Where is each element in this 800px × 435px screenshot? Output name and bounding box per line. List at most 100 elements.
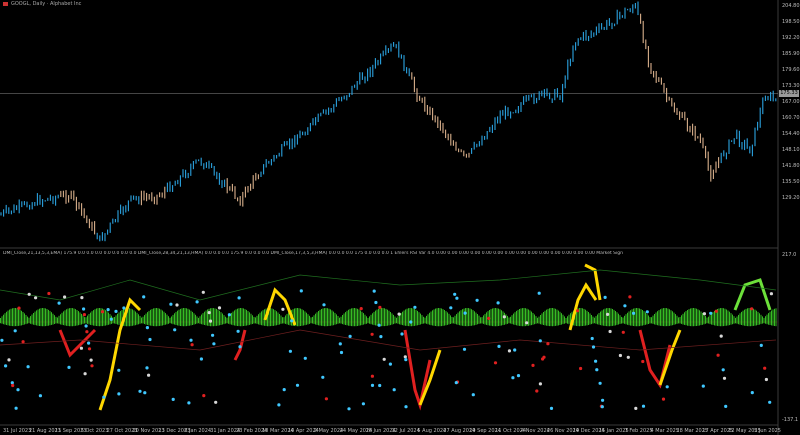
histogram-bar [570, 313, 571, 325]
histogram-bar [535, 316, 537, 324]
histogram-bar [538, 316, 540, 324]
histogram-bar [594, 317, 595, 324]
histogram-bar [513, 313, 514, 325]
signal-dot [759, 343, 763, 347]
histogram-bar [583, 308, 585, 326]
signal-dot [84, 324, 88, 328]
signal-dot [370, 383, 375, 387]
histogram-bar [132, 309, 133, 326]
histogram-bar [619, 315, 621, 324]
histogram-bar [97, 308, 99, 327]
histogram-bar [592, 316, 594, 324]
histogram-bar [661, 308, 663, 326]
signal-dot [719, 334, 723, 338]
histogram-bar [69, 308, 70, 327]
histogram-bar [474, 311, 475, 326]
signal-dot [507, 349, 511, 353]
histogram-bar [645, 312, 646, 325]
histogram-bar [63, 311, 64, 326]
time-label: 23 Feb 2024 [236, 428, 267, 434]
histogram-bar [747, 308, 748, 327]
histogram-bar [240, 308, 241, 327]
price-label: 148.10 [782, 147, 800, 153]
signal-dot [277, 403, 281, 407]
signal-dot [709, 311, 713, 315]
histogram-bar [637, 308, 639, 327]
signal-dot [370, 332, 374, 336]
histogram-bar [403, 310, 405, 326]
histogram-bar [492, 308, 493, 327]
signal-dot [339, 350, 344, 355]
signal-dot [147, 373, 151, 377]
histogram-bar [135, 311, 136, 326]
histogram-bar [763, 317, 765, 324]
signal-dot [502, 315, 506, 319]
histogram-bar [772, 309, 774, 326]
histogram-bar [4, 313, 6, 325]
histogram-bar [360, 310, 361, 326]
histogram-bar [363, 313, 364, 325]
signal-dot [82, 307, 86, 311]
histogram-bar [676, 315, 678, 324]
histogram-bar [624, 315, 625, 324]
histogram-bar [726, 309, 727, 326]
signal-dot [603, 295, 607, 299]
histogram-bar [613, 309, 615, 326]
histogram-bar [82, 315, 84, 324]
signal-dot [714, 309, 718, 313]
histogram-bar [436, 308, 438, 327]
histogram-bar [642, 310, 643, 326]
histogram-bar [231, 312, 232, 325]
time-label: 31 Jul 2023 [3, 428, 31, 434]
histogram-bar [685, 311, 687, 326]
signal-dot [324, 397, 328, 401]
oscillator-line [638, 329, 672, 389]
histogram-bar [376, 309, 378, 326]
histogram-bar [174, 313, 175, 325]
histogram-bar [309, 315, 310, 324]
histogram-bar [678, 317, 679, 324]
symbol-header: GOOGL, Daily · Alphabet Inc [3, 1, 81, 7]
signal-dot [173, 328, 177, 332]
signal-dot [34, 296, 38, 300]
histogram-bar [118, 312, 120, 325]
signal-dot [338, 342, 342, 346]
histogram-bar [666, 308, 667, 327]
histogram-bar [616, 312, 618, 325]
histogram-bar [166, 314, 168, 325]
signal-dot [493, 361, 498, 365]
histogram-bar [745, 308, 747, 326]
histogram-bar [52, 313, 54, 325]
signal-dot [175, 303, 179, 307]
histogram-bar [679, 317, 681, 324]
signal-dot [189, 338, 193, 342]
histogram-bar [34, 311, 36, 326]
histogram-bar [496, 308, 498, 327]
histogram-bar [760, 314, 762, 325]
signal-dot [404, 358, 408, 362]
signal-dot [288, 349, 292, 353]
histogram-bar [67, 308, 69, 326]
histogram-bar [495, 308, 496, 327]
signal-dot [463, 311, 467, 315]
histogram-bar [232, 311, 234, 326]
histogram-bar [159, 308, 160, 326]
histogram-bar [675, 314, 676, 325]
histogram-bar [537, 317, 538, 324]
histogram-bar [649, 317, 651, 324]
histogram-bar [319, 309, 321, 326]
histogram-bar [244, 309, 246, 326]
histogram-bar [49, 310, 51, 326]
histogram-bar [444, 310, 445, 326]
signal-dot [190, 343, 194, 347]
histogram-bar [774, 308, 775, 326]
histogram-bar [340, 316, 342, 324]
histogram-bar [183, 308, 184, 327]
histogram-bar [414, 309, 415, 326]
histogram-bar [270, 308, 271, 327]
price-label: 173.30 [782, 83, 800, 89]
signal-dot [38, 394, 43, 398]
histogram-bar [552, 308, 553, 327]
